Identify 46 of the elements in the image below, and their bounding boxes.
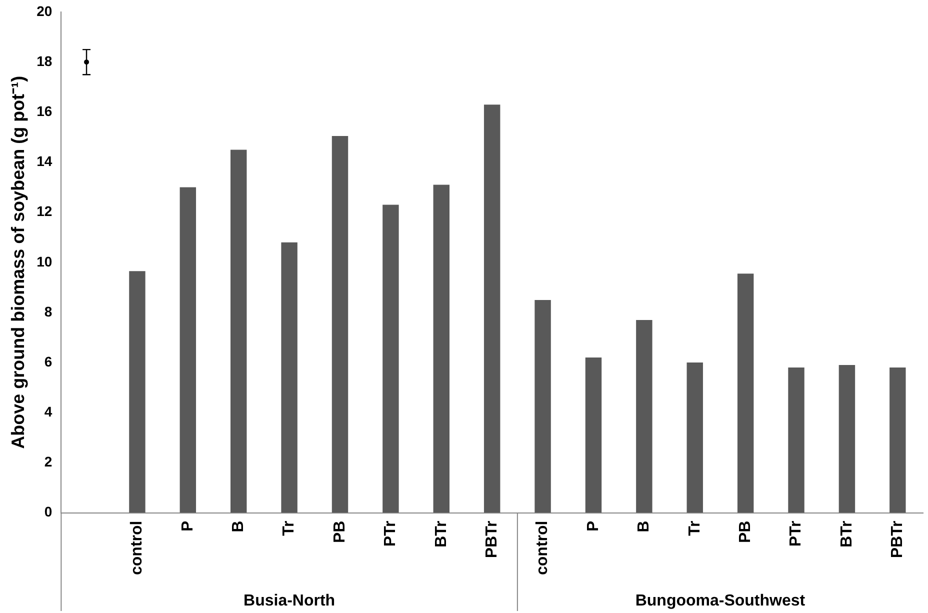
y-tick-label: 14 <box>36 153 52 170</box>
bar <box>890 368 906 513</box>
bar <box>230 150 247 513</box>
text: Bungooma-Southwest <box>635 592 806 610</box>
bar <box>788 368 804 513</box>
x-tick-label: P <box>584 520 602 532</box>
x-tick-label: PBTr <box>889 520 906 558</box>
y-tick-label: 16 <box>36 103 52 120</box>
text: Busia-North <box>244 592 336 610</box>
bar <box>180 187 196 513</box>
y-axis-title: Above ground biomass of soybean (g pot⁻¹) <box>8 76 28 449</box>
bar <box>636 320 652 513</box>
y-tick-label: 4 <box>44 403 52 420</box>
x-tick-label: PTr <box>382 520 400 547</box>
x-tick-label: control <box>128 520 146 575</box>
y-tick-label: 10 <box>36 253 52 270</box>
bar <box>281 242 298 513</box>
x-tick-label: BTr <box>432 520 450 548</box>
y-tick-label: 0 <box>44 504 52 520</box>
x-tick-label: B <box>230 520 248 532</box>
y-tick-label: 8 <box>44 303 52 320</box>
y-tick-label: 6 <box>44 353 52 370</box>
bar <box>433 184 450 513</box>
bar <box>737 274 754 513</box>
x-tick-label: control <box>534 520 552 575</box>
bar <box>585 358 602 513</box>
bar <box>382 204 399 513</box>
x-tick-label: PBTr <box>483 520 500 558</box>
x-tick-label: P <box>179 520 196 532</box>
x-tick-label: PTr <box>788 520 805 547</box>
bar <box>129 271 146 513</box>
y-tick-label: 18 <box>36 52 52 69</box>
bar <box>484 104 500 513</box>
x-tick-label: Tr <box>686 520 704 536</box>
y-tick-label: 2 <box>44 454 52 470</box>
x-tick-label: B <box>636 520 653 532</box>
x-tick-label: BTr <box>838 520 856 548</box>
bar <box>332 136 348 513</box>
y-tick-label: 20 <box>36 2 52 19</box>
x-tick-label: PB <box>736 520 754 544</box>
y-tick-label: 12 <box>36 203 52 220</box>
x-tick-label: PB <box>331 520 348 544</box>
x-tick-label: Tr <box>280 520 298 536</box>
bar <box>838 365 856 513</box>
bar <box>534 300 551 513</box>
bar <box>686 362 703 513</box>
